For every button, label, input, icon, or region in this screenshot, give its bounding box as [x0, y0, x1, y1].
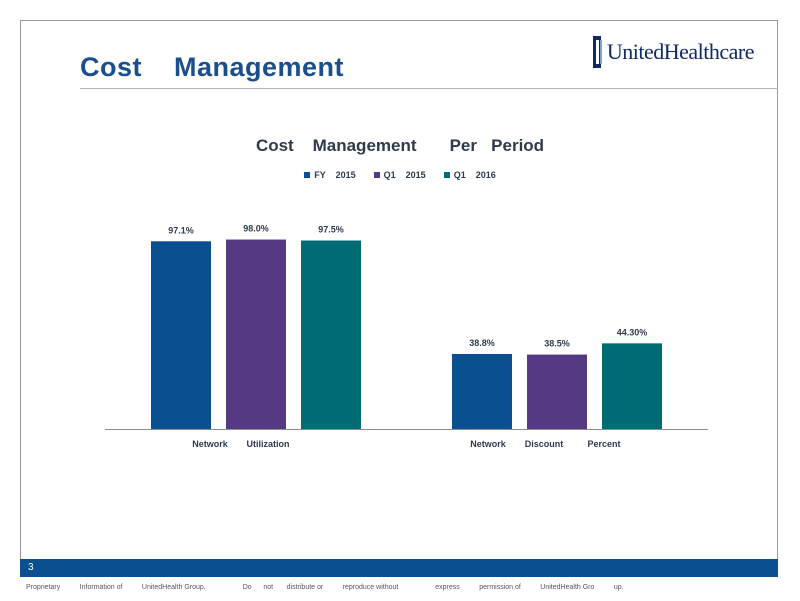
legend-label-q12015: Q1 2015 — [383, 170, 426, 180]
category-label-group1-1: Network — [192, 439, 229, 449]
footer-bar: 3 — [20, 559, 778, 577]
chart-legend: FY 2015 Q1 2015 Q1 2016 — [0, 170, 800, 180]
legend-item-fy2015: FY 2015 — [304, 170, 356, 180]
legend-item-q12015: Q1 2015 — [373, 170, 426, 180]
bar-group1-series2 — [226, 239, 286, 429]
data-label-group2-series1: 38.8% — [469, 338, 495, 348]
data-label-group2-series3: 44.30% — [617, 327, 648, 337]
legend-swatch-q12015 — [373, 172, 380, 178]
unitedhealthcare-logo: UnitedHealthcare — [593, 36, 755, 68]
category-label-group2-1: Network — [470, 439, 507, 449]
data-label-group1-series1: 97.1% — [168, 225, 194, 235]
logo-text: UnitedHealthcare — [606, 39, 755, 64]
bar-group2-series3 — [602, 343, 662, 429]
legend-swatch-q12016 — [443, 172, 450, 178]
category-label-group2-2: Discount — [525, 439, 564, 449]
title-divider — [80, 88, 778, 89]
bar-group2-series2 — [527, 354, 587, 429]
legend-swatch-fy2015 — [304, 172, 311, 178]
category-label-group1-2: Utilization — [247, 439, 290, 449]
legend-label-q12016: Q1 2016 — [453, 170, 496, 180]
category-label-group2-3: Percent — [587, 439, 620, 449]
data-label-group1-series2: 98.0% — [243, 224, 269, 234]
bar-group1-series1 — [151, 241, 211, 429]
chart-title: Cost Management Per Period — [255, 136, 545, 155]
legend-item-q12016: Q1 2016 — [443, 170, 496, 180]
legend-label-fy2015: FY 2015 — [314, 170, 356, 180]
slide-title: Cost Management — [80, 52, 345, 82]
bar-group1-series3 — [301, 240, 361, 429]
bar-group2-series1 — [452, 353, 512, 429]
data-label-group2-series2: 38.5% — [544, 339, 570, 349]
logo-mark-icon — [593, 36, 602, 68]
footer-disclaimer: Proprietary Information of UnitedHealth … — [26, 584, 624, 591]
data-label-group1-series3: 97.5% — [318, 225, 344, 235]
slide-number: 3 — [28, 562, 34, 573]
